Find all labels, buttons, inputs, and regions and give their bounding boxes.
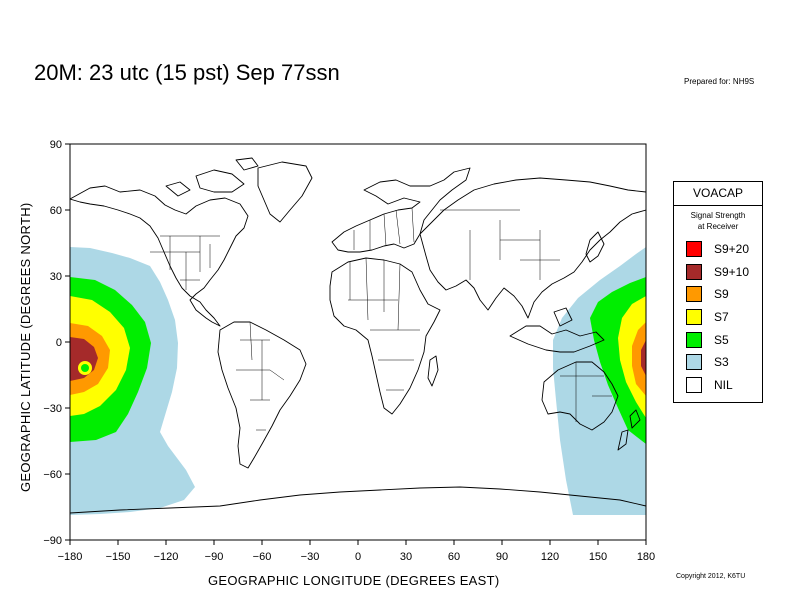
x-tick-label: 30 bbox=[400, 551, 412, 563]
x-tick-label: −150 bbox=[106, 551, 131, 563]
legend-subtitle: Signal Strength at Receiver bbox=[674, 210, 762, 232]
x-tick-label: 150 bbox=[589, 551, 607, 563]
y-tick-label: −30 bbox=[43, 403, 62, 415]
new-zealand-outline bbox=[617, 409, 641, 451]
legend-swatch bbox=[686, 377, 702, 393]
legend-label: S9+20 bbox=[714, 242, 750, 256]
coverage-s910-east bbox=[641, 340, 646, 376]
x-axis-label: GEOGRAPHIC LONGITUDE (DEGREES EAST) bbox=[208, 573, 500, 588]
legend-swatch bbox=[686, 309, 702, 325]
signal-coverage bbox=[70, 247, 646, 515]
coverage-s9-east bbox=[632, 322, 646, 396]
x-tick-label: 180 bbox=[637, 551, 655, 563]
arctic-islands-outline bbox=[165, 157, 259, 197]
x-tick-label: 120 bbox=[541, 551, 559, 563]
legend-label: S9+10 bbox=[714, 265, 750, 279]
y-axis-ticks: 90 60 30 0 −30 −60 −90 bbox=[43, 139, 70, 547]
legend-swatch bbox=[686, 286, 702, 302]
x-tick-label: −90 bbox=[205, 551, 224, 563]
north-america-outline bbox=[70, 185, 249, 327]
y-tick-label: 0 bbox=[56, 337, 62, 349]
legend-swatch bbox=[686, 241, 702, 257]
legend-label: S7 bbox=[714, 310, 729, 324]
x-tick-label: −180 bbox=[58, 551, 83, 563]
legend-subtitle-line1: Signal Strength bbox=[690, 211, 746, 220]
legend-swatch bbox=[686, 264, 702, 280]
prepared-for-note: Prepared for: NH9S bbox=[684, 77, 755, 86]
page-title: 20M: 23 utc (15 pst) Sep 77ssn bbox=[34, 60, 340, 85]
country-borders bbox=[150, 207, 612, 431]
europe-outline bbox=[331, 167, 471, 253]
copyright-note: Copyright 2012, K6TU bbox=[676, 573, 746, 580]
legend-swatch bbox=[686, 332, 702, 348]
legend-swatch bbox=[686, 354, 702, 370]
continent-outlines bbox=[70, 157, 646, 540]
y-tick-label: −60 bbox=[43, 469, 62, 481]
x-axis-ticks: −180 −150 −120 −90 −60 −30 0 30 60 90 120 150 180 bbox=[58, 540, 655, 563]
x-tick-label: 90 bbox=[496, 551, 508, 563]
asia-outline bbox=[419, 177, 646, 319]
legend-label: S9 bbox=[714, 287, 729, 301]
y-tick-label: 30 bbox=[50, 271, 62, 283]
legend-subtitle-line2: at Receiver bbox=[697, 222, 739, 231]
africa-outline bbox=[329, 257, 441, 415]
coverage-s5-spot-west bbox=[81, 364, 89, 372]
antarctica-outline bbox=[70, 486, 646, 540]
legend-label: S5 bbox=[714, 333, 729, 347]
signal-legend: VOACAP Signal Strength at Receiver S9+20… bbox=[673, 181, 763, 403]
x-tick-label: 0 bbox=[355, 551, 361, 563]
legend-label: S3 bbox=[714, 355, 729, 369]
south-america-outline bbox=[217, 321, 307, 469]
japan-outline bbox=[585, 231, 605, 263]
greenland-outline bbox=[257, 161, 313, 223]
legend-label: NIL bbox=[714, 378, 733, 392]
legend-title: VOACAP bbox=[674, 182, 762, 206]
madagascar-outline bbox=[427, 355, 439, 387]
x-tick-label: −30 bbox=[301, 551, 320, 563]
indonesia-outline bbox=[509, 307, 605, 353]
y-tick-label: −90 bbox=[43, 535, 62, 547]
y-tick-label: 90 bbox=[50, 139, 62, 151]
australia-outline bbox=[541, 361, 619, 431]
x-tick-label: −60 bbox=[253, 551, 272, 563]
y-tick-label: 60 bbox=[50, 205, 62, 217]
x-tick-label: −120 bbox=[154, 551, 179, 563]
x-tick-label: 60 bbox=[448, 551, 460, 563]
